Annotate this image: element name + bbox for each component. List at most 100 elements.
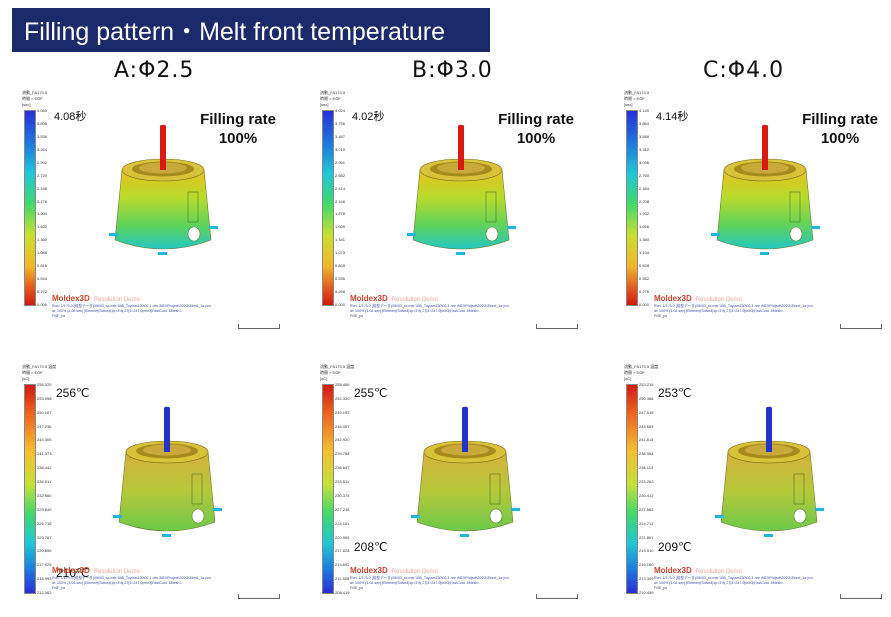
scale-tick-label: 227.238 [335, 506, 350, 512]
run-info-line: at: 100% (4.08 sec) |Element|Solved|1p=3… [654, 309, 784, 313]
scale-tick-label: 238.964 [639, 451, 654, 457]
filling-rate-value: 100% [218, 130, 258, 147]
scale-tick-label: 0.000 [639, 302, 650, 307]
scale-tick-label: 252.330 [335, 395, 350, 401]
scale-tick-label: 2.448 [37, 185, 48, 191]
scale-tick-label: 0.544 [37, 276, 48, 282]
scale-tick-label: 0.816 [37, 263, 48, 269]
scale-tick-label: 247.236 [37, 423, 52, 429]
moldex3d-brand: Moldex3D [654, 294, 692, 303]
scale-header: 流動_FA170.5 時間 = EOF [sec] [320, 90, 346, 107]
fill-time-label: 4.08秒 [54, 111, 87, 123]
length-scale-bar [536, 594, 578, 599]
run-info-line: at: 100% (4.08 sec) |Element|Solved|1p=3… [52, 309, 182, 313]
part-render [410, 404, 520, 549]
part-render [108, 122, 218, 267]
scale-tick-label: 2.720 [37, 172, 48, 178]
scale-tick-label: 235.511 [37, 479, 52, 485]
scale-tick-label: 256.029 [37, 382, 52, 387]
filling-panel: 流動_FA170.5 時間 = EOF [sec] 4.024 3.756 3.487… [318, 88, 588, 329]
part-model [407, 124, 516, 255]
temperature-color-scale [626, 384, 638, 594]
scale-tick-label: 214.993 [37, 576, 52, 582]
scale-tick-label: 232.580 [37, 492, 52, 498]
scale-tick-label: 2.484 [639, 185, 650, 191]
moldex3d-logo: Moldex3D Resolution Demo [52, 294, 140, 303]
scale-tick-label: 1.073 [335, 250, 346, 256]
scale-tick-label: 1.878 [335, 211, 346, 217]
part-model [711, 124, 820, 255]
scale-tick-label: 212.062 [37, 590, 52, 595]
scale-tick-label: 3.487 [335, 133, 346, 139]
scale-tick-label: 239.784 [335, 451, 350, 457]
part-model [109, 124, 218, 255]
scale-tick-label: 220.856 [37, 548, 52, 554]
part-model [411, 406, 520, 537]
run-info: Run: 1/1?3.0 (成型データ)\06\03_sc.mfe \MB_To… [52, 576, 211, 591]
scale-tick-label: 210.459 [639, 590, 654, 595]
min-temperature-label: 210℃ [56, 566, 90, 580]
scale-tick-label: 1.088 [37, 250, 48, 256]
fill-time-label: 4.14秒 [656, 111, 689, 123]
temperature-color-scale [24, 384, 36, 594]
run-info-line: FillE_pa [52, 314, 65, 318]
scale-tick-label: 219.010 [639, 548, 654, 554]
temperature-panel: 流動_FA170.5 温度 時間 = EOF [oC] 255.466 252.33… [318, 362, 588, 602]
fill-time-label: 4.02秒 [352, 111, 385, 123]
column-c-heading: C:Φ4.0 [703, 58, 785, 83]
moldex3d-edition: Resolution Demo [695, 569, 742, 575]
temperature-panel: 流動_FA170.5 温度 時間 = EOF [oC] 253.216 250.36… [622, 362, 891, 602]
run-info-line: Run: 1/1?3.0 (成型データ)\06\03_sc.mfe \MB_To… [350, 304, 509, 308]
run-info-line: FillE_pa [350, 586, 363, 590]
scale-tick-label: 236.113 [639, 465, 654, 471]
scale-tick-label: 4.024 [335, 108, 346, 113]
part-render [710, 122, 820, 267]
scale-tick-label: 216.160 [639, 562, 654, 568]
moldex3d-brand: Moldex3D [350, 294, 388, 303]
scale-tick-label: 250.167 [37, 409, 52, 415]
scale-header: 流動_FA170.5 温度 時間 = EOF [oC] [320, 364, 355, 381]
scale-tick-label: 3.808 [37, 120, 48, 126]
scale-tick-label: 3.756 [335, 120, 346, 126]
scale-tick-label: 3.219 [335, 146, 346, 152]
run-info: Run: 1/1?3.0 (成型データ)\06\03_sc.mfe \MB_To… [52, 304, 211, 319]
run-info: Run: 1/1?3.0 (成型データ)\06\03_sc.mfe \MB_To… [654, 576, 813, 591]
length-scale-bar [840, 324, 882, 329]
run-info-line: Run: 1/1?3.0 (成型データ)\06\03_sc.mfe \MB_To… [52, 304, 211, 308]
scale-tick-label: 2.682 [335, 172, 346, 178]
run-info-line: Run: 1/1?3.0 (成型データ)\06\03_sc.mfe \MB_To… [654, 576, 813, 580]
scale-tick-label: 238.442 [37, 465, 52, 471]
part-render [406, 122, 516, 267]
filling-rate-label: Filling rate 100% [790, 110, 890, 148]
scale-tick-label: 0.268 [335, 289, 346, 295]
scale-tick-label: 0.552 [639, 276, 650, 282]
column-b-heading: B:Φ3.0 [412, 58, 493, 83]
scale-tick-label: 236.647 [335, 465, 350, 471]
scale-tick-label: 220.965 [335, 534, 350, 540]
scale-tick-label: 0.276 [639, 289, 650, 295]
column-a-heading: A:Φ2.5 [114, 58, 195, 83]
scale-tick-label: 226.718 [37, 520, 52, 526]
scale-tick-label: 249.193 [335, 409, 350, 415]
scale-header: 流動_FA170.5 温度 時間 = EOF [oC] [22, 364, 57, 381]
run-info-line: FillE_pa [52, 586, 65, 590]
scale-tick-label: 221.861 [639, 534, 654, 540]
scale-tick-label: 223.787 [37, 534, 52, 540]
scale-tick-label: 0.272 [37, 289, 48, 295]
scale-tick-label: 0.805 [335, 263, 346, 269]
moldex3d-brand: Moldex3D [52, 294, 90, 303]
moldex3d-brand: Moldex3D [350, 566, 388, 575]
scale-header: 流動_FA170.5 時間 = EOF [sec] [624, 90, 650, 107]
scale-tick-label: 4.140 [639, 108, 650, 113]
scale-tick-label: 3.312 [639, 146, 650, 152]
length-scale-bar [238, 324, 280, 329]
max-temperature-label: 256℃ [56, 386, 90, 400]
run-info: Run: 1/1?3.0 (成型データ)\06\03_sc.mfe \MB_To… [350, 304, 509, 319]
run-info-line: FillE_pa [654, 586, 667, 590]
moldex3d-edition: Resolution Demo [391, 569, 438, 575]
scale-tick-label: 1.104 [639, 250, 650, 256]
part-render [112, 404, 222, 549]
scale-tick-label: 1.341 [335, 237, 346, 243]
moldex3d-brand: Moldex3D [654, 566, 692, 575]
min-temperature-label: 208℃ [354, 540, 388, 554]
